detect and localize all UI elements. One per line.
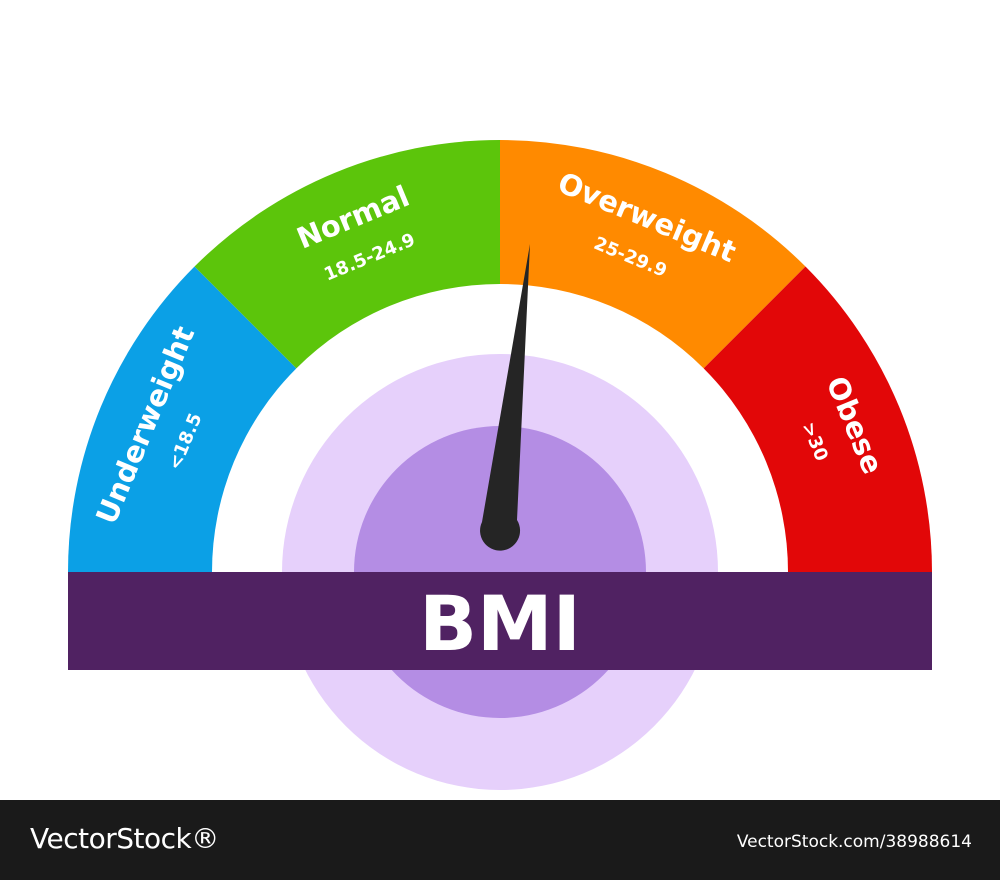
bmi-title: BMI bbox=[419, 579, 581, 668]
gauge-needle bbox=[480, 244, 530, 551]
footer-bar: VectorStock® VectorStock.com/38988614 bbox=[0, 800, 1000, 880]
bmi-band bbox=[68, 572, 932, 670]
image-id: VectorStock.com/38988614 bbox=[736, 832, 972, 852]
vectorstock-logo: VectorStock® bbox=[30, 822, 219, 855]
